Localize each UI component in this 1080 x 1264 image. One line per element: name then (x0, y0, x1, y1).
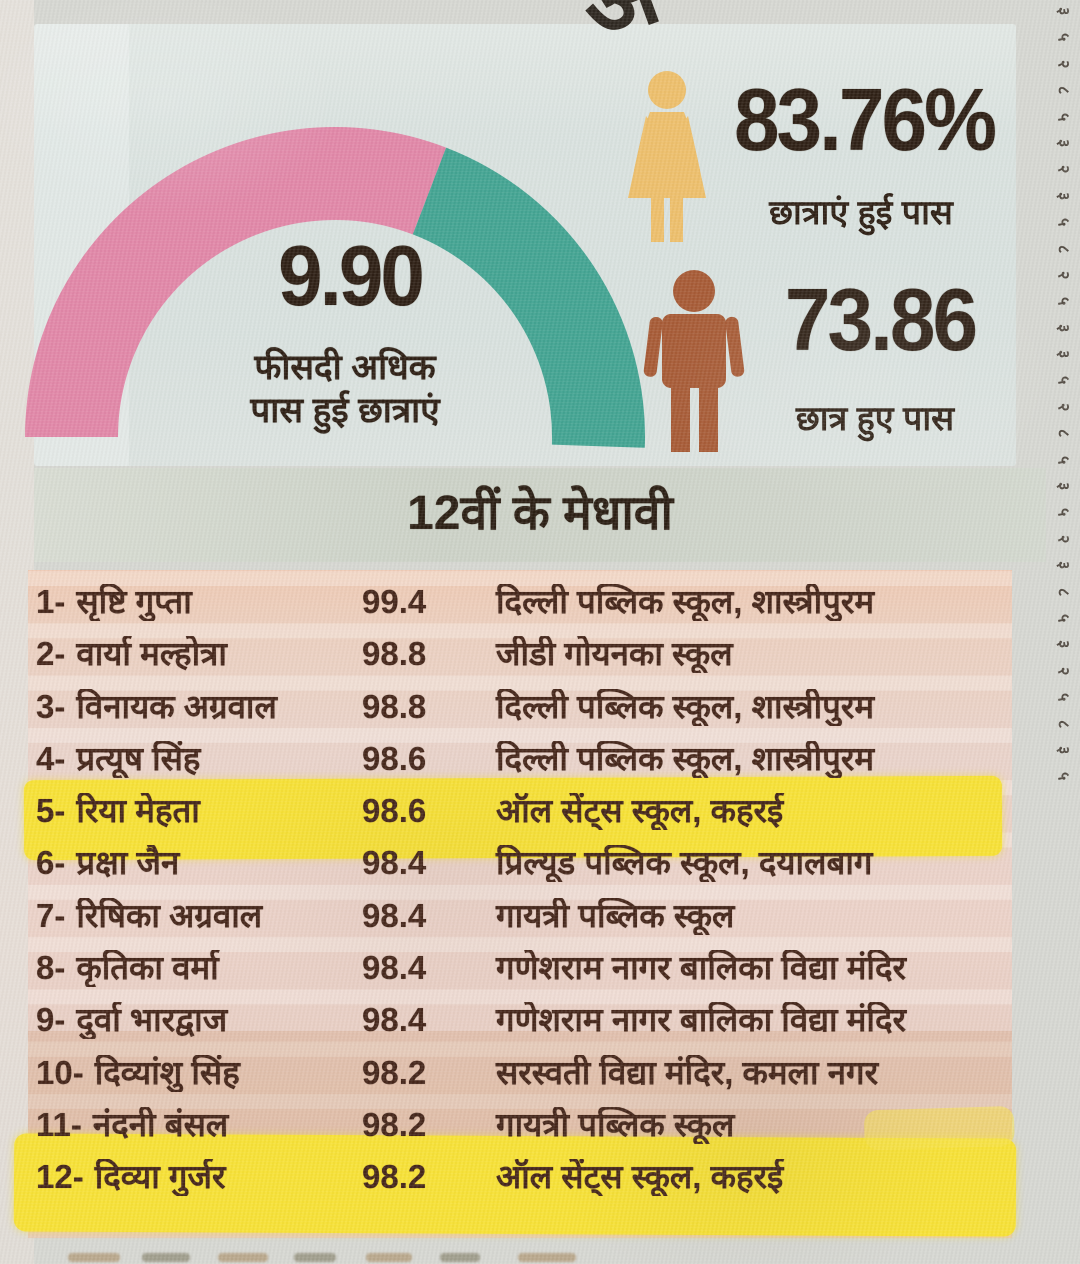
row-rank: 4- (36, 740, 66, 777)
row-score: 98.6 (362, 792, 427, 830)
row-name: दिव्या गुर्जर (94, 1159, 226, 1196)
row-score: 98.4 (362, 844, 427, 882)
row-rank: 1- (36, 584, 66, 620)
row-rank: 3- (36, 688, 66, 725)
row-name: नंदनी बंसल (92, 1106, 229, 1143)
table-row: 5- रिया मेहता 98.6 ऑल सेंट्स स्कूल, कहरई (36, 792, 1008, 845)
row-score: 98.8 (362, 635, 427, 673)
gauge-arcs (25, 127, 645, 448)
merit-table: 1- सृष्टि गुप्ता 99.4 दिल्ली पब्लिक स्कू… (36, 583, 1008, 1212)
table-row: 1- सृष्टि गुप्ता 99.4 दिल्ली पब्लिक स्कू… (36, 583, 1008, 636)
row-school: गणेशराम नागर बालिका विद्या मंदिर (496, 1002, 907, 1039)
row-score: 98.2 (362, 1053, 427, 1091)
gauge-chart (25, 71, 745, 452)
row-name: प्रक्षा जैन (76, 845, 180, 882)
gauge-segment (412, 147, 645, 448)
cropped-text-fragment (366, 1253, 412, 1262)
cropped-text-fragment (142, 1253, 190, 1262)
row-name: सृष्टि गुप्ता (76, 584, 192, 620)
row-school: सरस्वती विद्या मंदिर, कमला नगर (496, 1054, 879, 1091)
row-rank: 2- (36, 636, 66, 673)
row-school: दिल्ली पब्लिक स्कूल, शास्त्रीपुरम (496, 584, 875, 620)
row-score: 98.8 (362, 687, 427, 725)
row-school: गायत्री पब्लिक स्कूल (496, 897, 735, 934)
row-name: वार्या मल्होत्रा (76, 636, 227, 673)
table-row: 8- कृतिका वर्मा 98.4 गणेशराम नागर बालिका… (36, 949, 1008, 1002)
table-row: 4- प्रत्यूष सिंह 98.6 दिल्ली पब्लिक स्कू… (36, 739, 1008, 793)
cropped-text-fragment (294, 1253, 336, 1262)
row-score: 98.2 (362, 1158, 427, 1196)
girls-lead-caption-line1: फीसदी अधिक (254, 348, 436, 387)
male-icon (643, 270, 745, 452)
cropped-text-fragment (518, 1253, 576, 1262)
boys-pass-label: छात्र हुए पास (795, 400, 955, 438)
table-row: 10- दिव्यांशु सिंह 98.2 सरस्वती विद्या म… (36, 1053, 1008, 1107)
girls-pass-label: छात्राएं हुई पास (769, 194, 953, 232)
section-title: 12वीं के मेधावी (407, 487, 673, 540)
faded-highlighter-mark (28, 1031, 1012, 1139)
cropped-text-fragment (218, 1253, 268, 1262)
row-rank: 5- (36, 793, 66, 830)
table-row: 12- दिव्या गुर्जर 98.2 ऑल सेंट्स स्कूल, … (36, 1158, 1008, 1211)
row-school: प्रिल्यूड पब्लिक स्कूल, दयालबाग (496, 845, 873, 882)
cropped-text-fragment (68, 1253, 120, 1262)
row-rank: 7- (36, 897, 66, 934)
row-score: 98.4 (362, 949, 427, 987)
row-score: 98.4 (362, 1001, 427, 1039)
row-school: दिल्ली पब्लिक स्कूल, शास्त्रीपुरम (496, 688, 875, 725)
row-rank: 10- (36, 1054, 84, 1091)
cropped-text-fragment (440, 1253, 480, 1262)
table-row: 3- विनायक अग्रवाल 98.8 दिल्ली पब्लिक स्क… (36, 687, 1008, 741)
row-school: गायत्री पब्लिक स्कूल (496, 1106, 735, 1143)
girls-lead-caption: फीसदी अधिक पास हुई छात्राएं (200, 347, 490, 432)
girls-lead-value: 9.90 (278, 227, 425, 324)
table-row: 2- वार्या मल्होत्रा 98.8 जीडी गोयनका स्क… (36, 635, 1008, 688)
row-name: प्रत्यूष सिंह (76, 740, 201, 777)
row-school: ऑल सेंट्स स्कूल, कहरई (496, 1159, 784, 1196)
row-school: ऑल सेंट्स स्कूल, कहरई (496, 793, 784, 830)
row-school: गणेशराम नागर बालिका विद्या मंदिर (496, 950, 907, 987)
row-rank: 8- (36, 950, 66, 987)
girls-pass-value: 83.76% (733, 71, 997, 170)
row-rank: 6- (36, 845, 66, 882)
girls-lead-caption-line2: पास हुई छात्राएं (250, 390, 440, 430)
row-rank: 9- (36, 1002, 66, 1039)
row-name: दिव्यांशु सिंह (94, 1054, 240, 1091)
row-name: रिषिका अग्रवाल (76, 897, 263, 934)
row-rank: 11- (36, 1106, 82, 1143)
row-name: रिया मेहता (76, 793, 200, 830)
row-name: विनायक अग्रवाल (76, 688, 277, 725)
row-school: दिल्ली पब्लिक स्कूल, शास्त्रीपुरम (496, 740, 875, 777)
row-score: 98.2 (362, 1105, 427, 1143)
section-heading-band (34, 468, 1046, 562)
table-row: 6- प्रक्षा जैन 98.4 प्रिल्यूड पब्लिक स्क… (36, 845, 1008, 897)
gauge-segment (25, 127, 447, 437)
row-name: दुर्वा भारद्वाज (76, 1002, 228, 1039)
table-row: 11- नंदनी बंसल 98.2 गायत्री पब्लिक स्कूल (36, 1105, 1008, 1159)
row-score: 98.6 (362, 739, 427, 777)
table-row: 7- रिषिका अग्रवाल 98.4 गायत्री पब्लिक स्… (36, 896, 1008, 950)
table-row: 9- दुर्वा भारद्वाज 98.4 गणेशराम नागर बाल… (36, 1001, 1008, 1054)
merit-table-background (28, 570, 1012, 1238)
row-name: कृतिका वर्मा (76, 950, 219, 987)
female-icon (628, 71, 706, 242)
row-school: जीडी गोयनका स्कूल (496, 636, 733, 673)
row-rank: 12- (36, 1159, 84, 1196)
row-score: 99.4 (362, 583, 427, 620)
row-score: 98.4 (362, 896, 427, 934)
boys-pass-value: 73.86 (784, 271, 978, 370)
